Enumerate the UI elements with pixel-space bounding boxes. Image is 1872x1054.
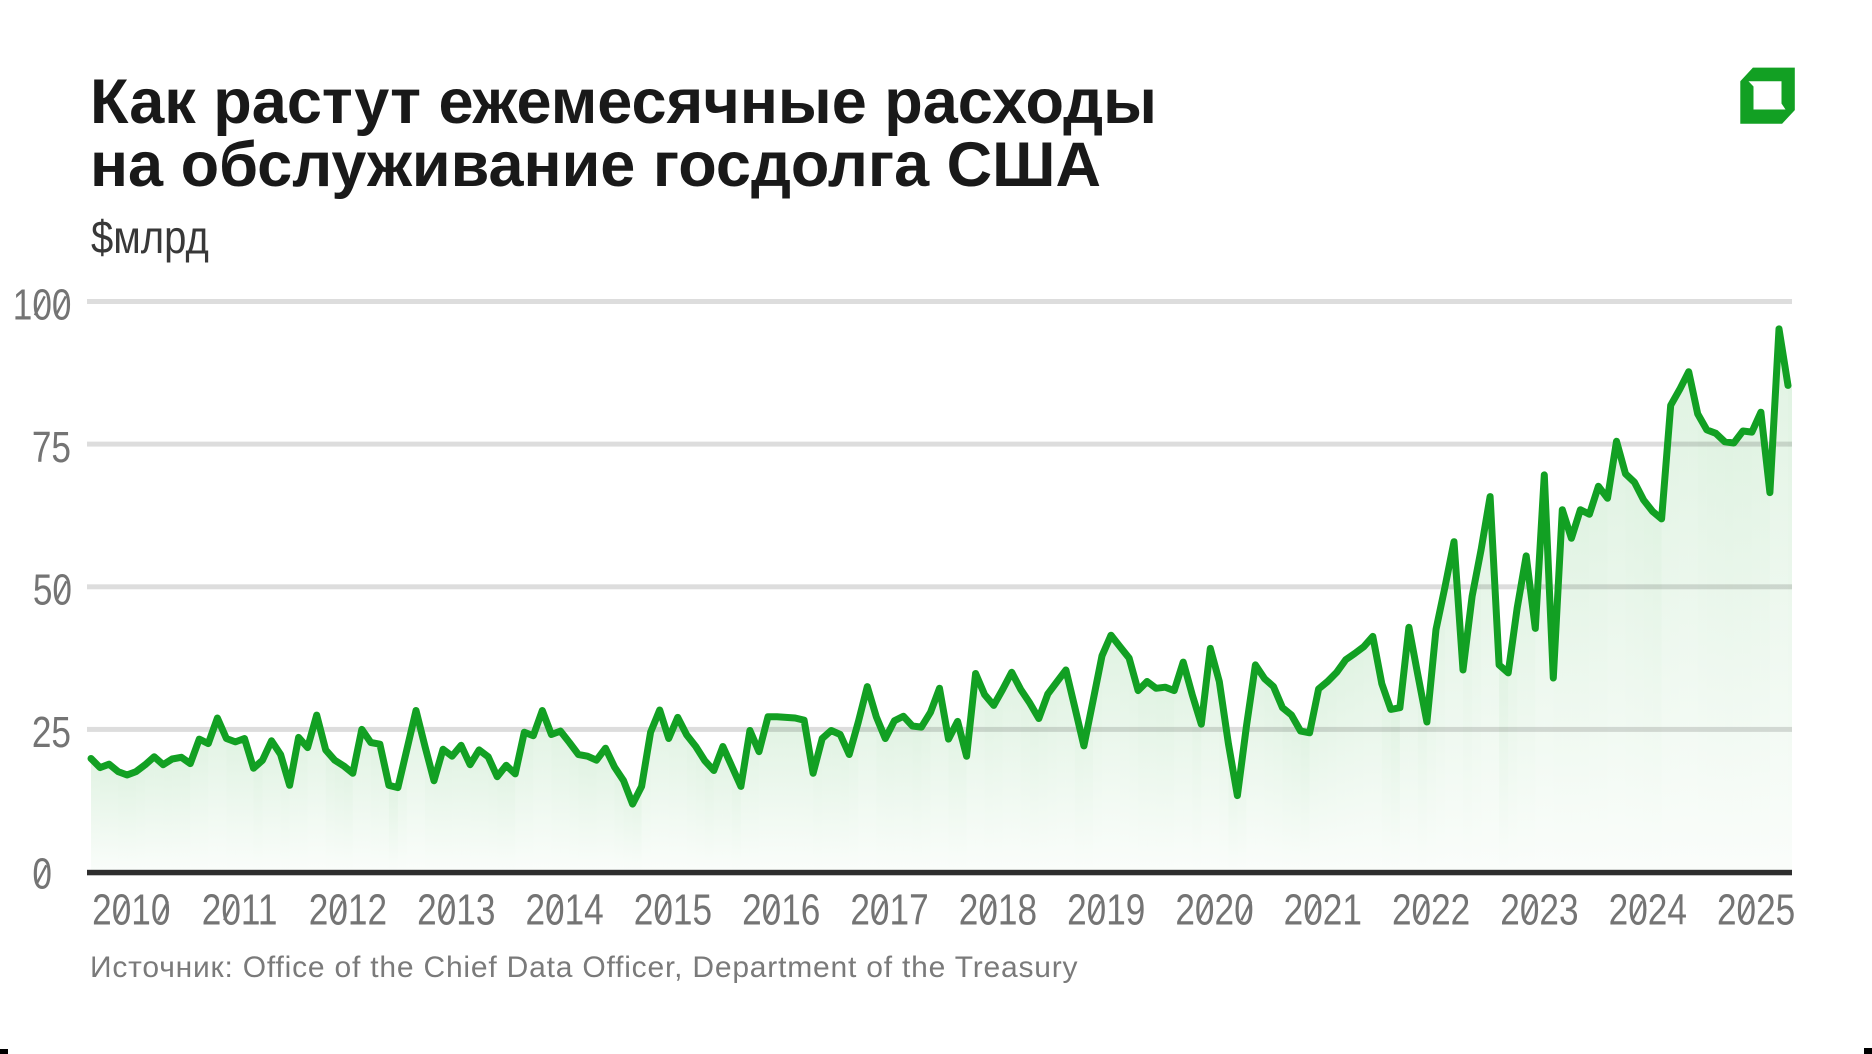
svg-text:2022: 2022 bbox=[1392, 886, 1470, 935]
svg-text:2011: 2011 bbox=[202, 886, 278, 935]
svg-text:25: 25 bbox=[32, 708, 71, 757]
svg-text:2010: 2010 bbox=[92, 886, 170, 935]
svg-text:2020: 2020 bbox=[1175, 886, 1253, 935]
svg-text:2016: 2016 bbox=[742, 886, 820, 935]
svg-text:на обслуживание госдолга США: на обслуживание госдолга США bbox=[90, 130, 1101, 200]
svg-text:2017: 2017 bbox=[850, 886, 928, 935]
svg-text:2023: 2023 bbox=[1500, 886, 1578, 935]
svg-text:2015: 2015 bbox=[634, 886, 712, 935]
svg-text:2021: 2021 bbox=[1284, 886, 1362, 935]
svg-text:2013: 2013 bbox=[417, 886, 495, 935]
svg-text:2019: 2019 bbox=[1067, 886, 1145, 935]
svg-text:2025: 2025 bbox=[1717, 886, 1795, 935]
svg-text:$млрд: $млрд bbox=[91, 212, 209, 263]
svg-text:Как растут ежемесячные расходы: Как растут ежемесячные расходы bbox=[90, 67, 1157, 137]
svg-text:75: 75 bbox=[32, 423, 71, 472]
svg-text:100: 100 bbox=[13, 281, 72, 330]
svg-text:2014: 2014 bbox=[525, 886, 603, 935]
svg-text:Источник: Office of the Chief: Источник: Office of the Chief Data Offic… bbox=[90, 951, 1078, 984]
svg-text:50: 50 bbox=[33, 566, 72, 615]
svg-text:2012: 2012 bbox=[309, 886, 387, 935]
svg-text:2024: 2024 bbox=[1609, 886, 1687, 935]
svg-text:2018: 2018 bbox=[959, 886, 1037, 935]
